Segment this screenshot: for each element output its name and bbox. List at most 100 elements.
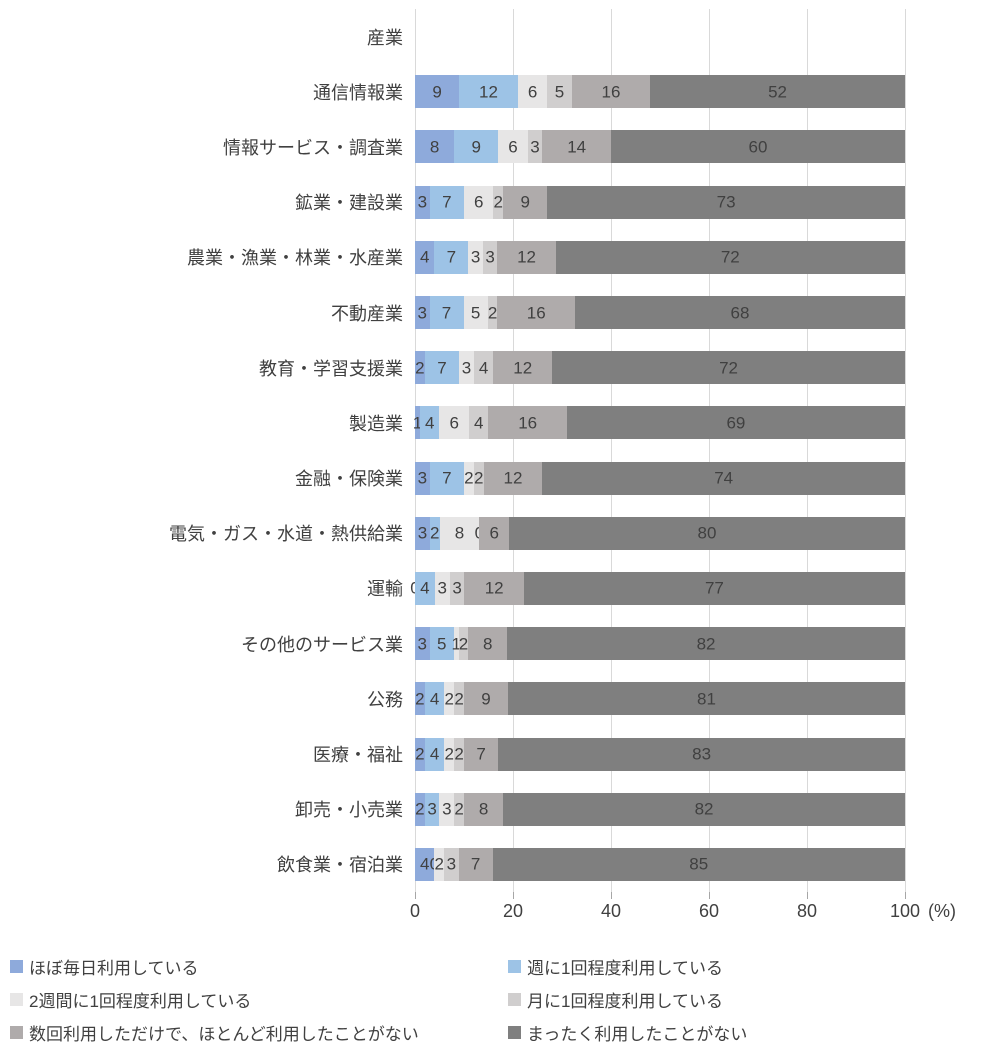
segment-value-label: 16 bbox=[526, 303, 546, 323]
category-row: 金融・保険業 3 7 2 2 12 74 bbox=[0, 451, 1000, 506]
bar-segment-series-3: 2 bbox=[473, 461, 484, 495]
segment-value-label: 3 bbox=[530, 137, 540, 157]
segment-value-label: 7 bbox=[442, 192, 452, 212]
bar-segment-series-5: 69 bbox=[566, 406, 905, 440]
bar-segment-series-1: 9 bbox=[454, 130, 499, 164]
category-row: 医療・福祉 2 4 2 2 7 83 bbox=[0, 726, 1000, 781]
bar-segment-series-2: 6 bbox=[439, 406, 469, 440]
bar-segment-series-4: 8 bbox=[468, 627, 508, 661]
segment-value-label: 4 bbox=[429, 689, 440, 709]
bar-segment-series-4: 7 bbox=[463, 737, 499, 771]
bar-segment-series-3: 3 bbox=[449, 571, 465, 605]
segment-value-label: 3 bbox=[417, 523, 428, 543]
segment-value-label: 2 bbox=[454, 744, 464, 764]
segment-value-label: 3 bbox=[485, 247, 495, 267]
segment-value-label: 2 bbox=[444, 744, 455, 764]
segment-value-label: 6 bbox=[489, 523, 499, 543]
category-label: 農業・漁業・林業・水産業 bbox=[187, 248, 403, 269]
bar-track: 1 4 6 4 16 69 bbox=[412, 406, 905, 440]
segment-value-label: 3 bbox=[461, 358, 472, 378]
legend-swatch-icon bbox=[10, 993, 23, 1006]
x-axis-unit-label: (%) bbox=[928, 901, 956, 921]
category-row: 通信情報業 9 12 6 5 16 52 bbox=[0, 64, 1000, 119]
segment-value-label: 77 bbox=[704, 578, 724, 598]
segment-value-label: 7 bbox=[437, 358, 447, 378]
category-label: 鉱業・建設業 bbox=[295, 193, 403, 214]
segment-value-label: 8 bbox=[429, 137, 440, 157]
segment-value-label: 3 bbox=[427, 799, 437, 819]
category-label: 金融・保険業 bbox=[295, 469, 403, 490]
bar-segment-series-5: 82 bbox=[503, 792, 905, 826]
bar-segment-series-3: 2 bbox=[493, 185, 504, 219]
segment-value-label: 3 bbox=[437, 578, 447, 598]
segment-value-label: 3 bbox=[470, 247, 481, 267]
segment-value-label: 12 bbox=[513, 358, 533, 378]
legend-item-5: まったく利用したことがない bbox=[508, 1016, 747, 1049]
category-label: 飲食業・宿泊業 bbox=[277, 855, 403, 876]
segment-value-label: 2 bbox=[430, 523, 440, 543]
x-axis-tick-labels: 0 20 40 60 80 100 bbox=[410, 901, 920, 925]
bar-segment-series-0: 3 bbox=[415, 185, 430, 219]
legend-swatch-icon bbox=[508, 993, 521, 1006]
segment-value-label: 9 bbox=[471, 137, 481, 157]
segment-value-label: 9 bbox=[481, 689, 491, 709]
bar-segment-series-2: 6 bbox=[498, 130, 528, 164]
bar-track: 2 3 3 2 8 82 bbox=[415, 792, 905, 826]
bar-segment-series-4: 16 bbox=[571, 75, 651, 109]
segment-value-label: 60 bbox=[748, 137, 768, 157]
legend-label: 数回利用しただけで、ほとんど利用したことがない bbox=[29, 1025, 419, 1044]
category-label: 産業 bbox=[367, 27, 403, 48]
segment-value-label: 5 bbox=[554, 82, 565, 102]
segment-value-label: 5 bbox=[470, 303, 481, 323]
axis-tick-60 bbox=[709, 892, 710, 899]
bar-segment-series-1: 7 bbox=[429, 461, 464, 495]
x-tick-label-60: 60 bbox=[698, 901, 720, 921]
bar-track: 04331277 bbox=[410, 571, 905, 605]
segment-value-label: 2 bbox=[493, 192, 503, 212]
legend-swatch-icon bbox=[508, 960, 521, 973]
segment-value-label: 72 bbox=[719, 358, 739, 378]
segment-value-label: 5 bbox=[436, 634, 447, 654]
axis-tick-40 bbox=[611, 892, 612, 899]
bar-track: 2 4 2 2 7 83 bbox=[415, 737, 905, 771]
segment-value-label: 3 bbox=[417, 468, 428, 488]
bar-segment-series-2: 1 bbox=[451, 627, 461, 661]
segment-value-label: 1 bbox=[412, 413, 423, 433]
bar-track: 2 7 3 4 12 72 bbox=[415, 351, 905, 385]
bar-segment-series-2: 3 bbox=[439, 792, 455, 826]
bar-segment-series-1: 5 bbox=[429, 627, 454, 661]
segment-value-label: 85 bbox=[689, 854, 709, 874]
segment-value-label: 9 bbox=[520, 192, 530, 212]
segment-value-label: 2 bbox=[415, 744, 425, 764]
category-row: 卸売・小売業 2 3 3 2 8 82 bbox=[0, 782, 1000, 837]
bar-track: 9 12 6 5 16 52 bbox=[415, 75, 905, 109]
bar-segment-series-0: 2 bbox=[415, 682, 425, 716]
gridline-80 bbox=[807, 9, 808, 892]
category-label: 不動産業 bbox=[331, 303, 403, 324]
bar-segment-series-1: 7 bbox=[434, 240, 469, 274]
segment-value-label: 80 bbox=[697, 523, 717, 543]
bar-segment-series-2: 2 bbox=[444, 682, 455, 716]
bar-segment-series-2: 2 bbox=[444, 737, 455, 771]
bar-segment-series-4: 16 bbox=[488, 406, 567, 440]
bar-segment-series-1: 3 bbox=[424, 792, 440, 826]
plot-area bbox=[415, 9, 906, 899]
bar-segment-series-5: 73 bbox=[547, 185, 905, 219]
segment-value-label: 12 bbox=[484, 578, 504, 598]
legend-swatch-icon bbox=[10, 960, 23, 973]
segment-value-label: 3 bbox=[417, 634, 427, 654]
bar-track: 3 5 1 2 8 82 bbox=[415, 627, 905, 661]
bar-segment-series-5: 80 bbox=[509, 516, 905, 550]
bar-segment-series-5: 72 bbox=[555, 240, 905, 274]
category-row: 製造業 1 4 6 4 16 69 bbox=[0, 395, 1000, 450]
segment-value-label: 2 bbox=[458, 634, 469, 654]
x-tick-label-40: 40 bbox=[600, 901, 622, 921]
x-tick-label-100: 100 bbox=[889, 901, 921, 921]
segment-value-label: 4 bbox=[429, 744, 440, 764]
segment-value-label: 4 bbox=[420, 578, 430, 598]
axis-tick-100 bbox=[905, 892, 906, 899]
legend-label: 月に1回程度利用している bbox=[527, 992, 723, 1011]
segment-value-label: 8 bbox=[478, 799, 489, 819]
category-label: 卸売・小売業 bbox=[295, 800, 403, 821]
